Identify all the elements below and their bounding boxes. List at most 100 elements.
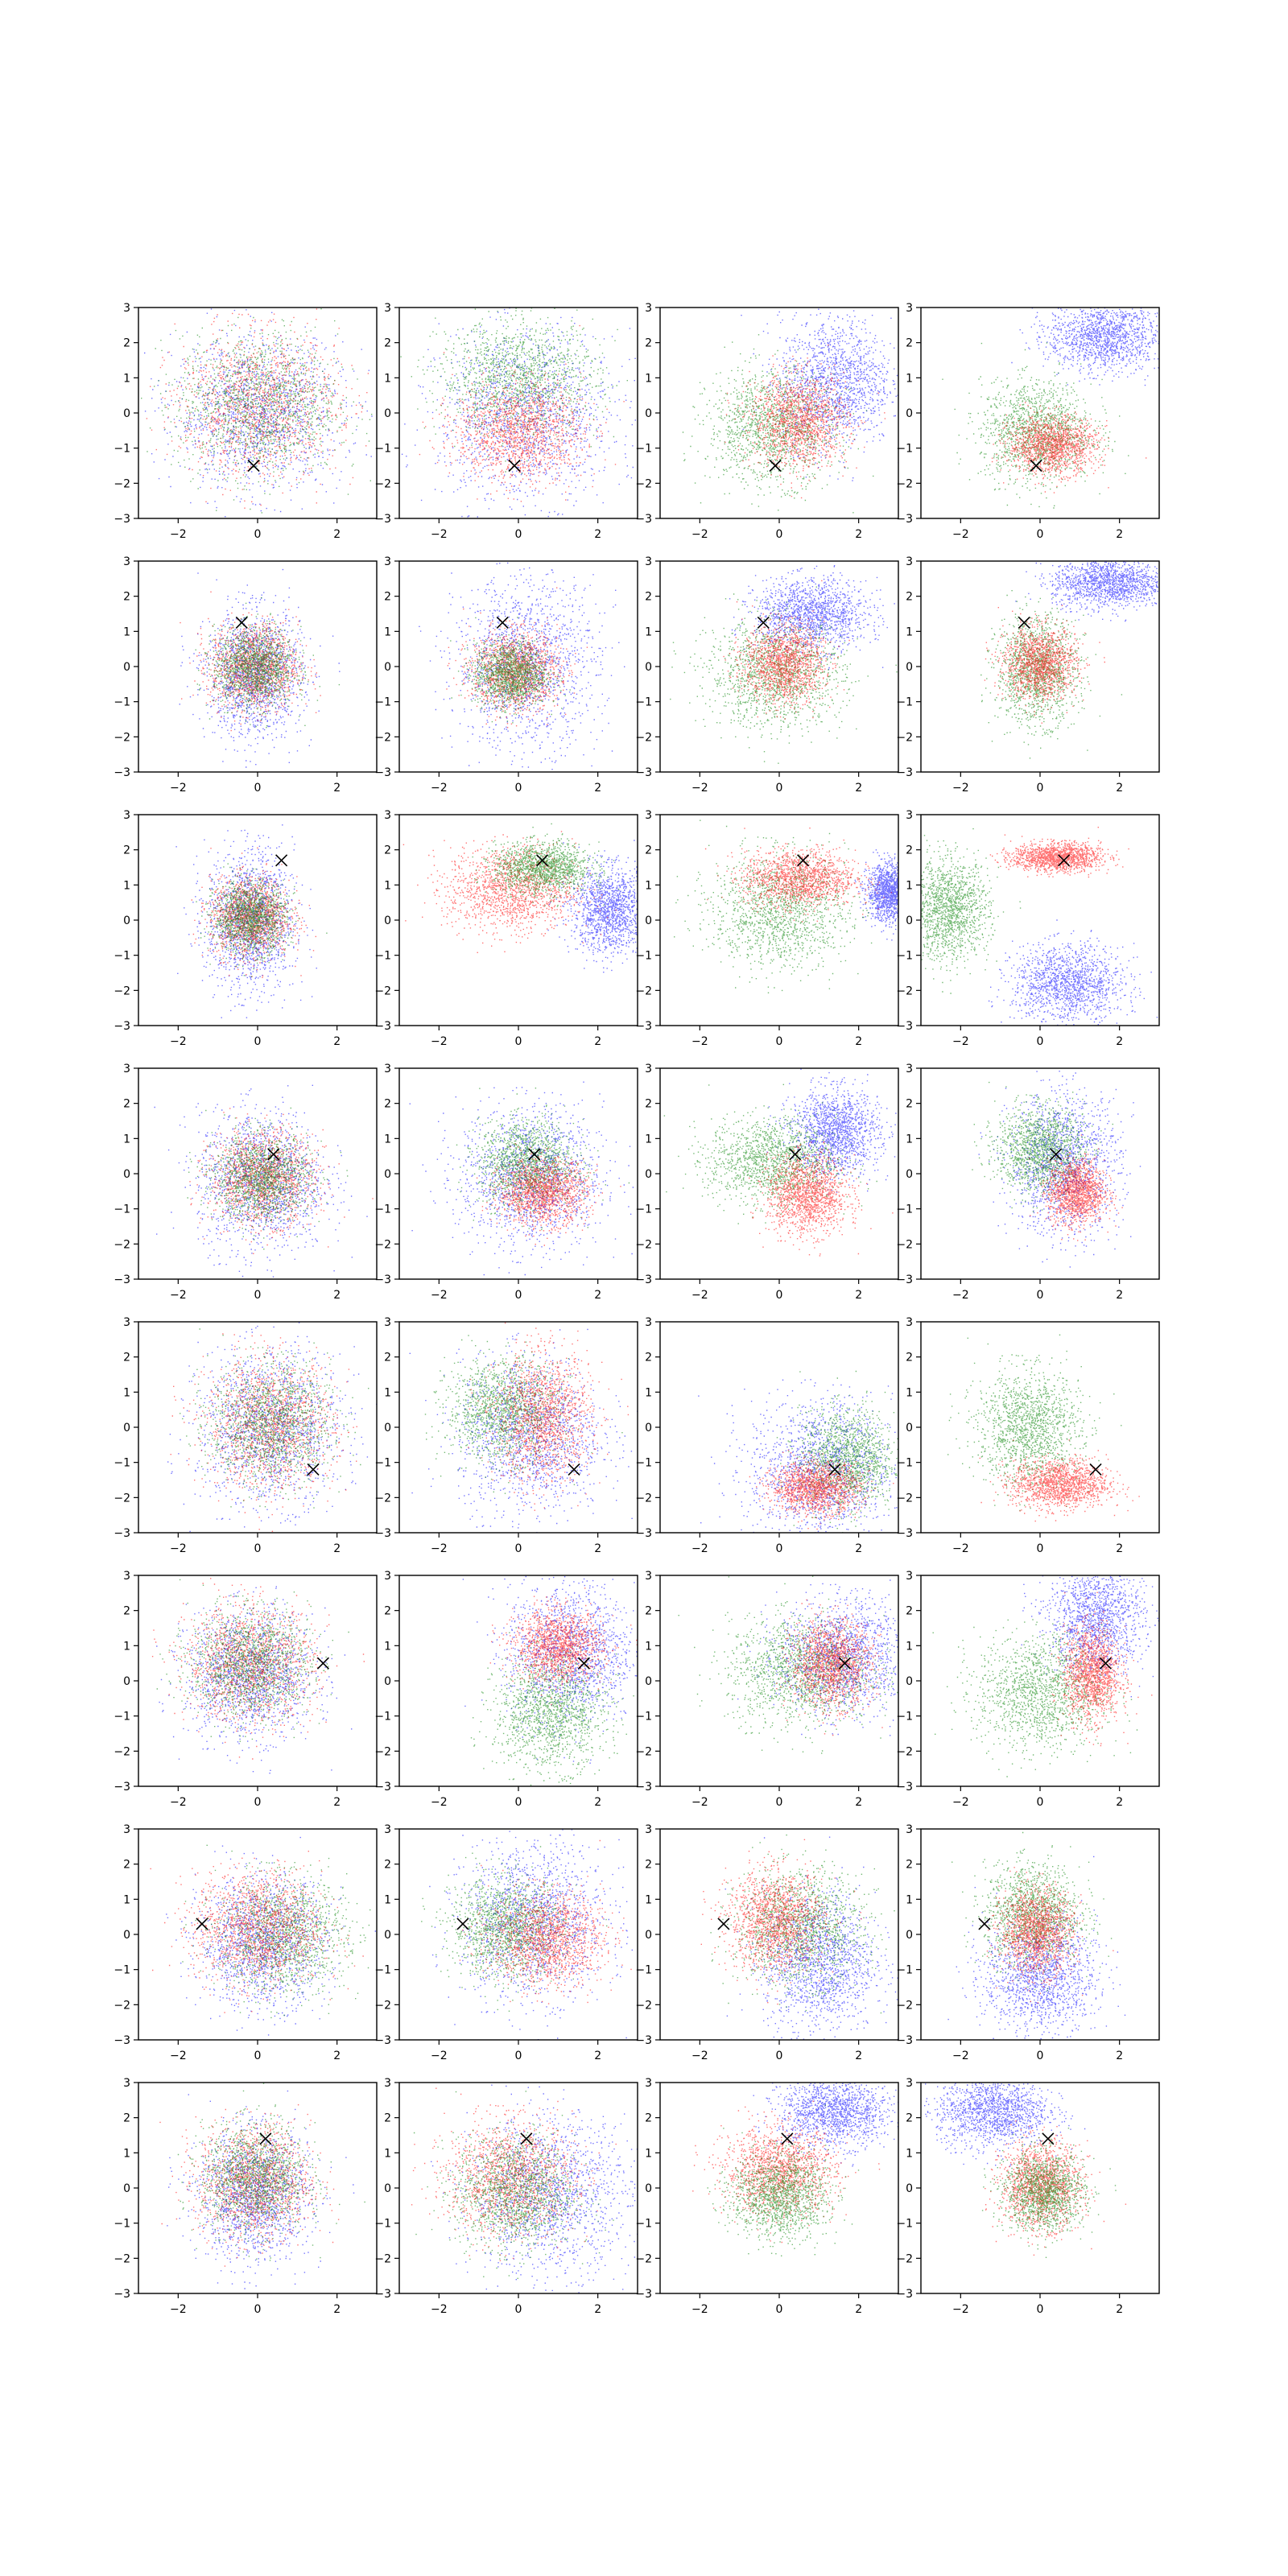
y-tick-label: −3 — [896, 766, 913, 779]
point-cloud-series_b — [1029, 1134, 1123, 1241]
x-tick-label: 2 — [333, 1796, 341, 1809]
y-tick-label: −1 — [114, 1964, 130, 1977]
x-tick-label: 2 — [1116, 1035, 1123, 1048]
x-tick-label: 2 — [594, 1289, 601, 1302]
y-tick-label: 0 — [123, 1168, 130, 1181]
y-tick-label: 3 — [384, 555, 391, 568]
y-tick-label: 0 — [645, 1675, 652, 1688]
y-tick-label: 1 — [906, 372, 913, 385]
x-tick-label: 0 — [254, 782, 262, 795]
plot-area — [663, 1068, 897, 1257]
x-tick-label: −2 — [952, 1796, 969, 1809]
point-cloud-series_b — [776, 1599, 886, 1736]
y-tick-label: 0 — [645, 2182, 652, 2195]
plot-area — [924, 2083, 1127, 2258]
y-tick-label: 2 — [645, 337, 652, 350]
x-tick-label: −2 — [170, 1289, 187, 1302]
y-tick-label: 0 — [384, 1929, 391, 1942]
point-cloud-series_c — [972, 1081, 1113, 1212]
point-cloud-series_c — [413, 2091, 614, 2279]
plot-area — [411, 2084, 638, 2293]
y-tick-label: 1 — [384, 1640, 391, 1653]
x-tick-label: −2 — [691, 2050, 708, 2062]
y-tick-label: −3 — [635, 1781, 652, 1794]
point-cloud-series_c — [195, 597, 341, 729]
y-tick-label: 3 — [384, 2077, 391, 2090]
marker-x — [781, 2132, 794, 2145]
scatter-panel-r4-c4: −2 0 2 −3 −2 −1 0 1 2 3 — [896, 1063, 1160, 1302]
y-tick-label: 2 — [906, 1352, 913, 1364]
marker-x — [757, 616, 770, 629]
scatter-panel-r5-c4: −2 0 2 −3 −2 −1 0 1 2 3 — [896, 1316, 1160, 1555]
point-cloud-series_b — [1051, 1591, 1153, 1747]
y-tick-label: 2 — [906, 337, 913, 350]
x-tick-label: 0 — [776, 2303, 783, 2316]
y-tick-label: 1 — [384, 1133, 391, 1146]
point-cloud-series_c — [450, 617, 571, 724]
y-tick-label: 2 — [645, 1605, 652, 1618]
y-tick-label: 0 — [123, 1929, 130, 1942]
x-tick-label: −2 — [691, 1289, 708, 1302]
x-tick-label: 2 — [594, 1542, 601, 1555]
y-tick-label: 0 — [906, 1929, 913, 1942]
y-tick-label: 3 — [123, 1823, 130, 1836]
point-cloud-series_b — [476, 1143, 621, 1246]
y-tick-label: −2 — [896, 1238, 913, 1251]
y-tick-label: −3 — [635, 2288, 652, 2301]
y-tick-label: −1 — [896, 1964, 913, 1977]
y-tick-label: −3 — [114, 2288, 130, 2301]
scatter-panel-r3-c4: −2 0 2 −3 −2 −1 0 1 2 3 — [896, 809, 1160, 1048]
y-tick-label: 3 — [906, 809, 913, 822]
y-tick-label: −2 — [896, 1999, 913, 2012]
y-tick-label: −3 — [896, 2288, 913, 2301]
y-tick-label: 0 — [645, 407, 652, 420]
y-tick-label: 1 — [384, 625, 391, 638]
plot-area — [179, 568, 341, 768]
marker-x — [1050, 1148, 1063, 1161]
y-tick-label: −2 — [635, 1999, 652, 2012]
y-tick-label: 3 — [645, 1823, 652, 1836]
plot-area — [151, 1578, 365, 1774]
scatter-panel-r6-c2: −2 0 2 −3 −2 −1 0 1 2 3 — [374, 1570, 638, 1809]
point-cloud-series_a — [854, 849, 898, 941]
y-tick-label: 1 — [645, 879, 652, 892]
marker-x — [828, 1463, 841, 1476]
y-tick-label: −1 — [896, 443, 913, 456]
y-tick-label: 3 — [384, 809, 391, 822]
y-tick-label: −1 — [896, 2218, 913, 2231]
plot-area — [154, 1084, 374, 1278]
y-tick-label: 3 — [906, 1570, 913, 1583]
marker-x — [1099, 1657, 1112, 1670]
y-tick-label: −2 — [374, 1492, 391, 1505]
y-tick-label: 1 — [906, 1133, 913, 1146]
x-tick-label: −2 — [952, 782, 969, 795]
marker-x — [769, 459, 782, 473]
y-tick-label: 1 — [645, 1386, 652, 1399]
y-tick-label: −3 — [635, 1274, 652, 1286]
x-tick-label: −2 — [170, 1035, 187, 1048]
y-tick-label: −2 — [114, 985, 130, 997]
y-tick-label: −3 — [374, 766, 391, 779]
x-tick-label: 0 — [1037, 1796, 1044, 1809]
y-tick-label: −1 — [896, 696, 913, 709]
y-tick-label: 0 — [906, 1675, 913, 1688]
y-tick-label: −2 — [114, 477, 130, 490]
plot-area — [150, 1836, 376, 2036]
point-cloud-series_c — [710, 1834, 895, 2014]
x-tick-label: 0 — [1037, 1542, 1044, 1555]
y-tick-label: −3 — [896, 1527, 913, 1540]
marker-x — [496, 616, 509, 629]
x-tick-label: −2 — [952, 2050, 969, 2062]
y-tick-label: −3 — [896, 1781, 913, 1794]
y-tick-label: −3 — [374, 513, 391, 526]
y-tick-label: −1 — [374, 2218, 391, 2231]
y-tick-label: 0 — [906, 661, 913, 674]
x-tick-label: −2 — [691, 1035, 708, 1048]
x-tick-label: 2 — [855, 1035, 862, 1048]
x-tick-label: 2 — [855, 1542, 862, 1555]
x-tick-label: 2 — [1116, 1796, 1123, 1809]
x-tick-label: 0 — [254, 1796, 262, 1809]
x-tick-label: −2 — [170, 782, 187, 795]
y-tick-label: −1 — [896, 1457, 913, 1470]
scatter-panel-r6-c4: −2 0 2 −3 −2 −1 0 1 2 3 — [896, 1570, 1160, 1809]
